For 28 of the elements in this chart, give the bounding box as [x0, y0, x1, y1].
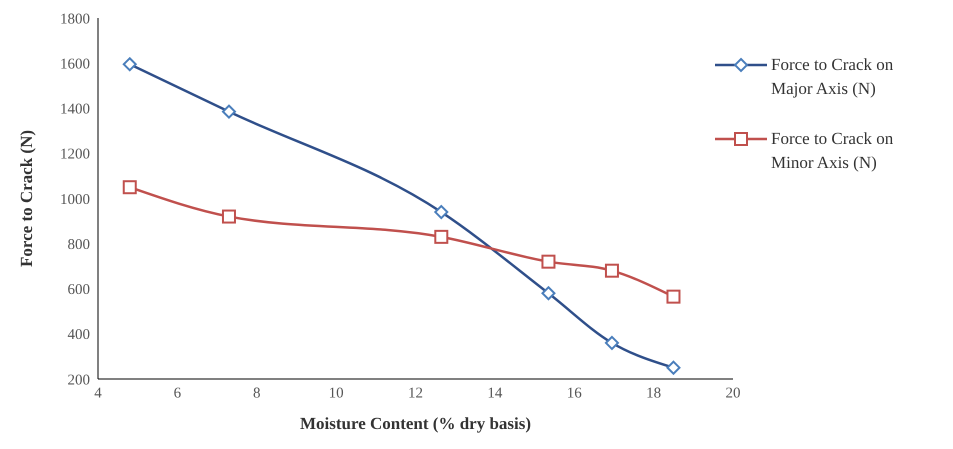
x-tick-label: 16 — [566, 386, 582, 402]
point — [666, 290, 680, 304]
x-tick-label: 6 — [174, 386, 182, 402]
y-tick-label: 800 — [68, 236, 90, 253]
y-tick-label: 200 — [68, 372, 90, 388]
point — [604, 264, 619, 278]
legend-label: Force to Crack on Minor Axis (N) — [771, 128, 894, 174]
x-tick-label: 20 — [726, 386, 740, 402]
y-tick-label: 1400 — [60, 102, 90, 118]
x-tick-label: 8 — [253, 386, 260, 402]
point — [222, 210, 236, 224]
x-tick-label: 14 — [487, 386, 503, 402]
y-tick-label: 1200 — [60, 146, 90, 163]
y-tick-label: 1800 — [60, 11, 90, 28]
x-tick-label: 18 — [646, 386, 662, 402]
x-axis-title: Moisture Content (% dry basis) — [300, 414, 532, 433]
point — [541, 254, 556, 269]
x-tick-label: 12 — [408, 386, 423, 402]
point — [122, 180, 137, 194]
y-tick-label: 1600 — [60, 56, 90, 72]
point — [434, 230, 448, 244]
legend-label: Force to Crack on Major Axis (N) — [771, 54, 894, 100]
y-tick-label: 600 — [68, 282, 90, 298]
y-axis-title: Force to Crack (N) — [17, 130, 36, 268]
y-tick-label: 400 — [68, 327, 90, 344]
x-tick-label: 4 — [94, 386, 102, 402]
x-tick-label: 10 — [328, 386, 344, 402]
y-tick-label: 1000 — [60, 192, 90, 208]
